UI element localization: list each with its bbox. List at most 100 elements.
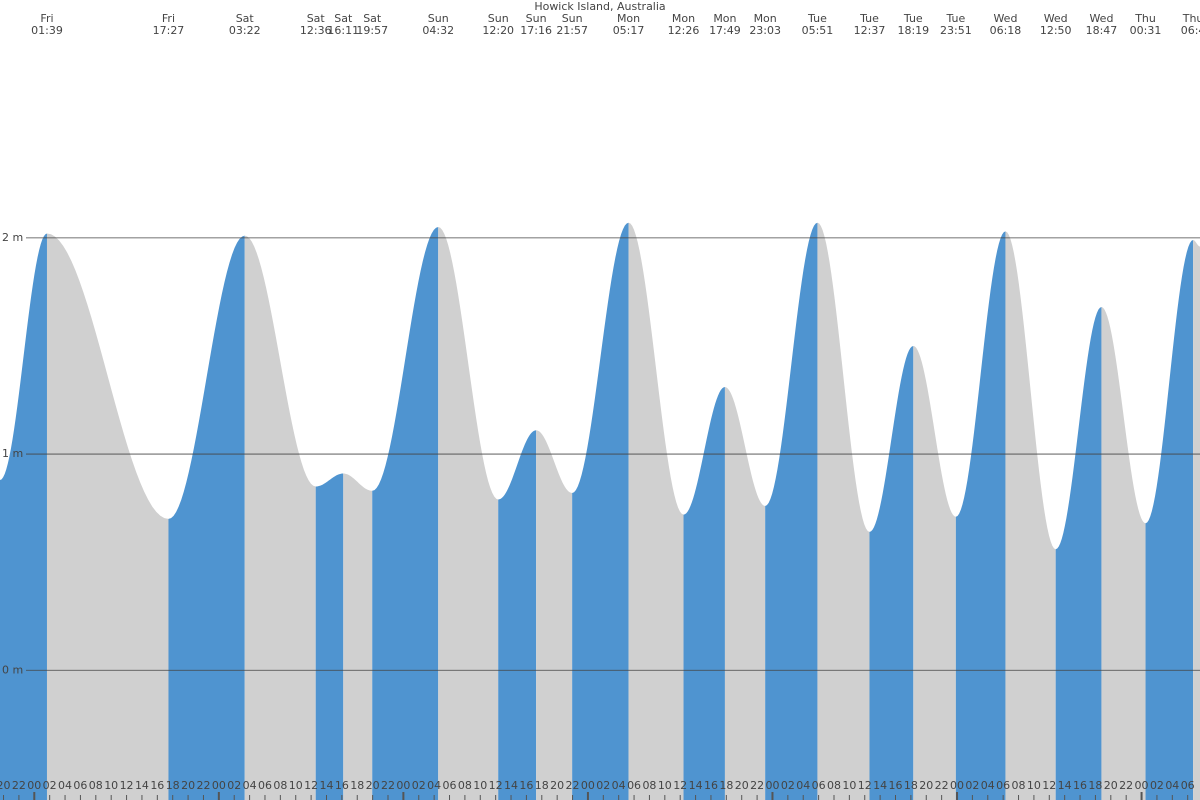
x-tick-label: 16	[889, 779, 903, 792]
x-tick-label: 02	[1150, 779, 1164, 792]
tide-segment	[536, 430, 573, 800]
extreme-time: 18:19	[897, 24, 929, 37]
extreme-day: Wed	[1044, 12, 1068, 25]
extreme-day: Sat	[334, 12, 353, 25]
x-tick-label: 22	[935, 779, 949, 792]
extreme-day: Mon	[617, 12, 640, 25]
extreme-time: 12:37	[854, 24, 886, 37]
x-tick-label: 00	[581, 779, 595, 792]
x-tick-label: 20	[1104, 779, 1118, 792]
extreme-day: Fri	[162, 12, 175, 25]
extreme-time: 17:49	[709, 24, 741, 37]
tide-segment	[1055, 307, 1102, 800]
x-tick-label: 16	[704, 779, 718, 792]
tide-segment	[168, 235, 245, 800]
extreme-day: Sun	[488, 12, 509, 25]
x-tick-label: 02	[227, 779, 241, 792]
x-tick-label: 08	[1012, 779, 1026, 792]
tide-segment	[1101, 307, 1146, 800]
x-tick-label: 22	[381, 779, 395, 792]
x-tick-label: 06	[258, 779, 272, 792]
extreme-day: Tue	[903, 12, 923, 25]
x-tick-label: 16	[335, 779, 349, 792]
x-tick-label: 04	[981, 779, 995, 792]
extreme-time: 18:47	[1086, 24, 1118, 37]
x-tick-label: 02	[43, 779, 57, 792]
x-tick-label: 20	[366, 779, 380, 792]
tide-segment	[343, 473, 373, 800]
extreme-day: Sat	[236, 12, 255, 25]
x-tick-label: 08	[642, 779, 656, 792]
extreme-time: 19:57	[356, 24, 388, 37]
x-tick-label: 04	[612, 779, 626, 792]
y-tick-label: 1 m	[2, 447, 23, 460]
tide-segment	[765, 222, 818, 800]
tide-segment	[683, 387, 725, 800]
extreme-time: 21:57	[556, 24, 588, 37]
x-tick-label: 00	[212, 779, 226, 792]
x-tick-label: 12	[858, 779, 872, 792]
x-tick-label: 22	[12, 779, 26, 792]
x-tick-label: 14	[135, 779, 149, 792]
extreme-day: Tue	[945, 12, 965, 25]
extreme-time: 05:51	[802, 24, 834, 37]
x-tick-label: 20	[0, 779, 11, 792]
x-tick-label: 14	[689, 779, 703, 792]
extreme-time: 23:03	[749, 24, 781, 37]
x-tick-label: 14	[1058, 779, 1072, 792]
tide-segment	[244, 235, 316, 800]
extreme-day: Mon	[672, 12, 695, 25]
extreme-day: Thu	[1134, 12, 1156, 25]
tide-segment	[1005, 231, 1056, 800]
extreme-day: Wed	[1089, 12, 1113, 25]
x-tick-label: 14	[873, 779, 887, 792]
x-tick-label: 12	[304, 779, 318, 792]
x-tick-label: 02	[965, 779, 979, 792]
extreme-time: 00:31	[1130, 24, 1162, 37]
x-tick-label: 14	[319, 779, 333, 792]
extreme-time: 05:17	[613, 24, 645, 37]
extreme-day: Sun	[526, 12, 547, 25]
x-tick-label: 22	[566, 779, 580, 792]
extreme-day: Thu	[1182, 12, 1200, 25]
x-tick-label: 00	[1135, 779, 1149, 792]
extreme-time: 17:27	[153, 24, 185, 37]
x-tick-label: 02	[412, 779, 426, 792]
x-tick-label: 06	[73, 779, 87, 792]
x-tick-label: 08	[273, 779, 287, 792]
x-tick-label: 22	[196, 779, 210, 792]
extreme-time: 06:4	[1181, 24, 1200, 37]
extreme-time: 06:18	[990, 24, 1022, 37]
extreme-time: 12:50	[1040, 24, 1072, 37]
x-tick-label: 10	[658, 779, 672, 792]
x-tick-label: 06	[627, 779, 641, 792]
x-tick-label: 08	[89, 779, 103, 792]
tide-segment	[372, 227, 439, 800]
x-tick-label: 06	[812, 779, 826, 792]
extreme-time: 04:32	[422, 24, 454, 37]
extreme-time: 17:16	[520, 24, 552, 37]
x-tick-label: 08	[458, 779, 472, 792]
extreme-day: Sun	[428, 12, 449, 25]
extreme-time: 01:39	[31, 24, 63, 37]
x-tick-label: 10	[473, 779, 487, 792]
tide-segment	[46, 233, 169, 800]
extreme-time: 12:26	[668, 24, 700, 37]
tide-segment	[724, 387, 766, 800]
x-tick-label: 02	[781, 779, 795, 792]
x-tick-label: 14	[504, 779, 518, 792]
tide-segment	[315, 473, 344, 800]
x-tick-label: 18	[350, 779, 364, 792]
x-tick-label: 02	[596, 779, 610, 792]
extreme-day: Mon	[713, 12, 736, 25]
x-tick-label: 20	[181, 779, 195, 792]
chart-title: Howick Island, Australia	[534, 0, 665, 13]
x-tick-label: 10	[1027, 779, 1041, 792]
x-tick-label: 12	[489, 779, 503, 792]
x-tick-label: 10	[104, 779, 118, 792]
tide-segment	[1193, 240, 1200, 800]
tide-segment	[817, 222, 870, 800]
tide-segment	[913, 345, 956, 800]
